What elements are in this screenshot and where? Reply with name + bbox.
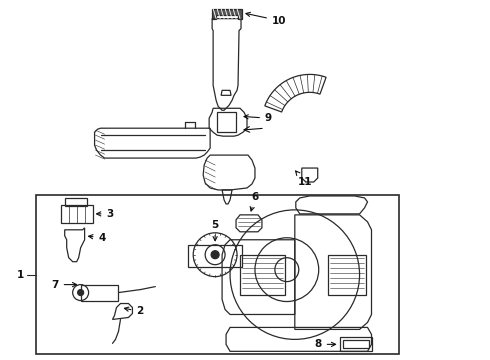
Text: 10: 10: [246, 12, 286, 26]
Text: 2: 2: [124, 306, 144, 316]
Text: 11: 11: [295, 171, 312, 187]
Polygon shape: [212, 9, 242, 19]
Bar: [61, 205, 93, 223]
Bar: [217, 112, 236, 132]
Bar: [328, 255, 366, 294]
Bar: [36, 195, 399, 354]
Bar: [343, 340, 368, 348]
Bar: [65, 198, 87, 206]
Circle shape: [211, 251, 219, 259]
Text: 5: 5: [212, 220, 219, 241]
Text: 1: 1: [17, 270, 24, 280]
Bar: [340, 337, 371, 351]
Text: 7: 7: [51, 280, 76, 289]
Bar: [188, 245, 242, 267]
Bar: [240, 255, 285, 294]
Text: 8: 8: [315, 339, 336, 349]
Bar: [81, 285, 119, 301]
Text: 3: 3: [97, 209, 114, 219]
Circle shape: [77, 289, 84, 296]
Text: 6: 6: [250, 192, 259, 211]
Text: 9: 9: [244, 113, 272, 123]
Text: 4: 4: [89, 233, 106, 243]
